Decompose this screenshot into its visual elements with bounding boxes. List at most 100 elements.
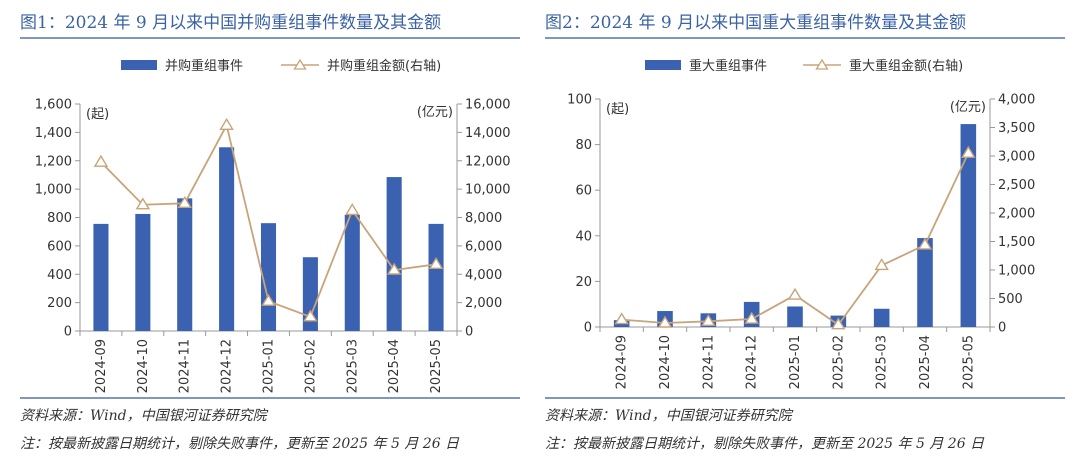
note-text: 注：按最新披露日期统计，剔除失败事件，更新至 2025 年 5 月 26 日: [20, 436, 460, 452]
y-tick-label-right: 500: [998, 292, 1023, 307]
title-divider: [20, 37, 520, 39]
y-tick-label-left: 1,600: [35, 98, 72, 113]
legend-line-marker: [293, 58, 307, 70]
y-tick-label-left: 400: [47, 268, 72, 283]
y-tick-label-right: 12,000: [465, 154, 511, 169]
chart-panel-1: 图1：2024 年 9 月以来中国并购重组事件数量及其金额 并购重组事件 并购重组…: [0, 0, 520, 470]
line-point: [874, 258, 889, 271]
bar: [873, 308, 890, 327]
x-tick-label: 2024-10: [658, 335, 673, 389]
footer-divider: [20, 397, 520, 399]
title-divider: [545, 37, 1065, 39]
y-axis-right: 0 2,000 4,000 6,000 8,000 10,000 12,000 14,000 1…: [417, 98, 511, 340]
y-tick-label-right: 10,000: [465, 183, 511, 198]
bar: [177, 198, 193, 331]
bar: [917, 238, 933, 327]
line-point: [657, 315, 673, 328]
source-text: 资料来源：Wind，中国银河证券研究院: [545, 408, 792, 424]
y-tick-label-left: 20: [575, 275, 592, 290]
chart-panel-2: 图2：2024 年 9 月以来中国重大重组事件数量及其金额 重大重组事件 重大重组…: [545, 0, 1065, 470]
chart-svg: 并购重组事件 并购重组金额(右轴) 0 200 400 600 800 1,000 1,200 1…: [35, 58, 511, 393]
y-tick-label-left: 40: [575, 229, 592, 244]
y-tick-label-left: 200: [47, 296, 72, 311]
legend-bar-swatch: [645, 60, 681, 70]
chart-title: 图1：2024 年 9 月以来中国并购重组事件数量及其金额: [20, 13, 442, 33]
line-point: [744, 311, 759, 324]
x-tick-label: 2024-11: [178, 339, 193, 393]
y-tick-label-right: 14,000: [465, 126, 511, 141]
line-series: [93, 117, 444, 322]
x-tick-label: 2024-12: [745, 335, 760, 389]
legend-line-label: 并购重组金额(右轴): [327, 58, 441, 74]
line-point: [701, 313, 716, 326]
bar: [135, 213, 151, 331]
y-tick-label-left: 800: [47, 211, 72, 226]
y-tick-label-left: 100: [567, 93, 592, 108]
y-tick-label-left: 1,400: [35, 126, 72, 141]
line-point: [177, 195, 192, 209]
y-tick-label-left: 80: [575, 138, 592, 153]
line-point: [787, 287, 803, 300]
y-tick-label-right: 2,500: [998, 178, 1035, 193]
source-text: 资料来源：Wind，中国银河证券研究院: [20, 408, 267, 424]
y-tick-label-right: 0: [465, 325, 473, 340]
x-tick-label: 2024-10: [136, 339, 151, 393]
x-tick-label: 2025-02: [831, 335, 846, 389]
line-point: [93, 154, 109, 167]
x-tick-label: 2025-04: [918, 335, 933, 389]
legend-line-marker: [815, 58, 829, 70]
y-tick-label-left: 60: [575, 184, 592, 199]
y-tick-label-right: 1,000: [998, 264, 1035, 279]
bar: [386, 177, 402, 331]
chart-svg: 重大重组事件 重大重组金额(右轴) 0 20 40 60 80 100 (起) 0 500 1,000…: [567, 58, 1035, 389]
legend-bar-label: 重大重组事件: [689, 58, 767, 74]
line-point: [917, 237, 933, 250]
line-point: [428, 256, 444, 270]
bar: [787, 306, 803, 327]
y-axis-right: 0 500 1,000 1,500 2,000 2,500 3,000 3,500 4,000 (…: [950, 93, 1035, 336]
y-tick-label-right: 3,000: [998, 150, 1035, 165]
x-axis: 2024-09 2024-10 2024-11 2024-12 2025-01 2025-…: [599, 326, 991, 389]
line-point: [261, 293, 276, 306]
y-tick-label-left: 1,000: [35, 183, 72, 198]
y-tick-label-right: 4,000: [465, 268, 502, 283]
y-tick-label-left: 600: [47, 239, 72, 254]
x-axis: 2024-09 2024-10 2024-11 2024-12 2025-01 2025-…: [79, 330, 458, 393]
y-tick-label-left: 0: [584, 321, 592, 336]
legend-line-label: 重大重组金额(右轴): [849, 58, 963, 74]
y-tick-label-right: 0: [998, 321, 1006, 336]
legend: 重大重组事件 重大重组金额(右轴): [645, 58, 963, 74]
line-point: [961, 145, 976, 158]
bar: [344, 214, 360, 331]
y-axis-left: 0 200 400 600 800 1,000 1,200 1,400 1,600 (起): [35, 98, 109, 340]
y-tick-label-right: 3,500: [998, 121, 1035, 136]
left-axis-unit: (起): [86, 107, 109, 122]
y-tick-label-right: 1,500: [998, 235, 1035, 250]
right-axis-unit: (亿元): [417, 105, 453, 120]
bar: [960, 124, 977, 327]
line-point: [831, 317, 846, 330]
x-tick-label: 2025-01: [788, 335, 803, 389]
x-tick-label: 2025-05: [961, 335, 976, 389]
legend-bar-swatch: [121, 60, 157, 70]
y-tick-label-right: 8,000: [465, 211, 502, 226]
x-tick-label: 2025-01: [262, 339, 277, 393]
legend: 并购重组事件 并购重组金额(右轴): [121, 58, 441, 74]
x-tick-label: 2025-03: [875, 335, 890, 389]
line-series: [614, 145, 976, 330]
x-tick-label: 2024-09: [615, 335, 630, 389]
line-point: [219, 117, 234, 130]
y-tick-label-left: 0: [64, 325, 72, 340]
line-point: [345, 203, 360, 216]
y-axis-left: 0 20 40 60 80 100 (起): [567, 93, 629, 336]
x-tick-label: 2025-02: [303, 339, 318, 393]
y-tick-label-right: 2,000: [465, 296, 502, 311]
y-tick-label-right: 4,000: [998, 93, 1035, 108]
y-tick-label-right: 6,000: [465, 239, 502, 254]
footer-divider: [545, 397, 1065, 399]
left-axis-unit: (起): [606, 102, 629, 117]
x-tick-label: 2024-11: [701, 335, 716, 389]
x-tick-label: 2025-03: [345, 339, 360, 393]
line-point: [614, 312, 629, 325]
line-point: [135, 197, 151, 210]
